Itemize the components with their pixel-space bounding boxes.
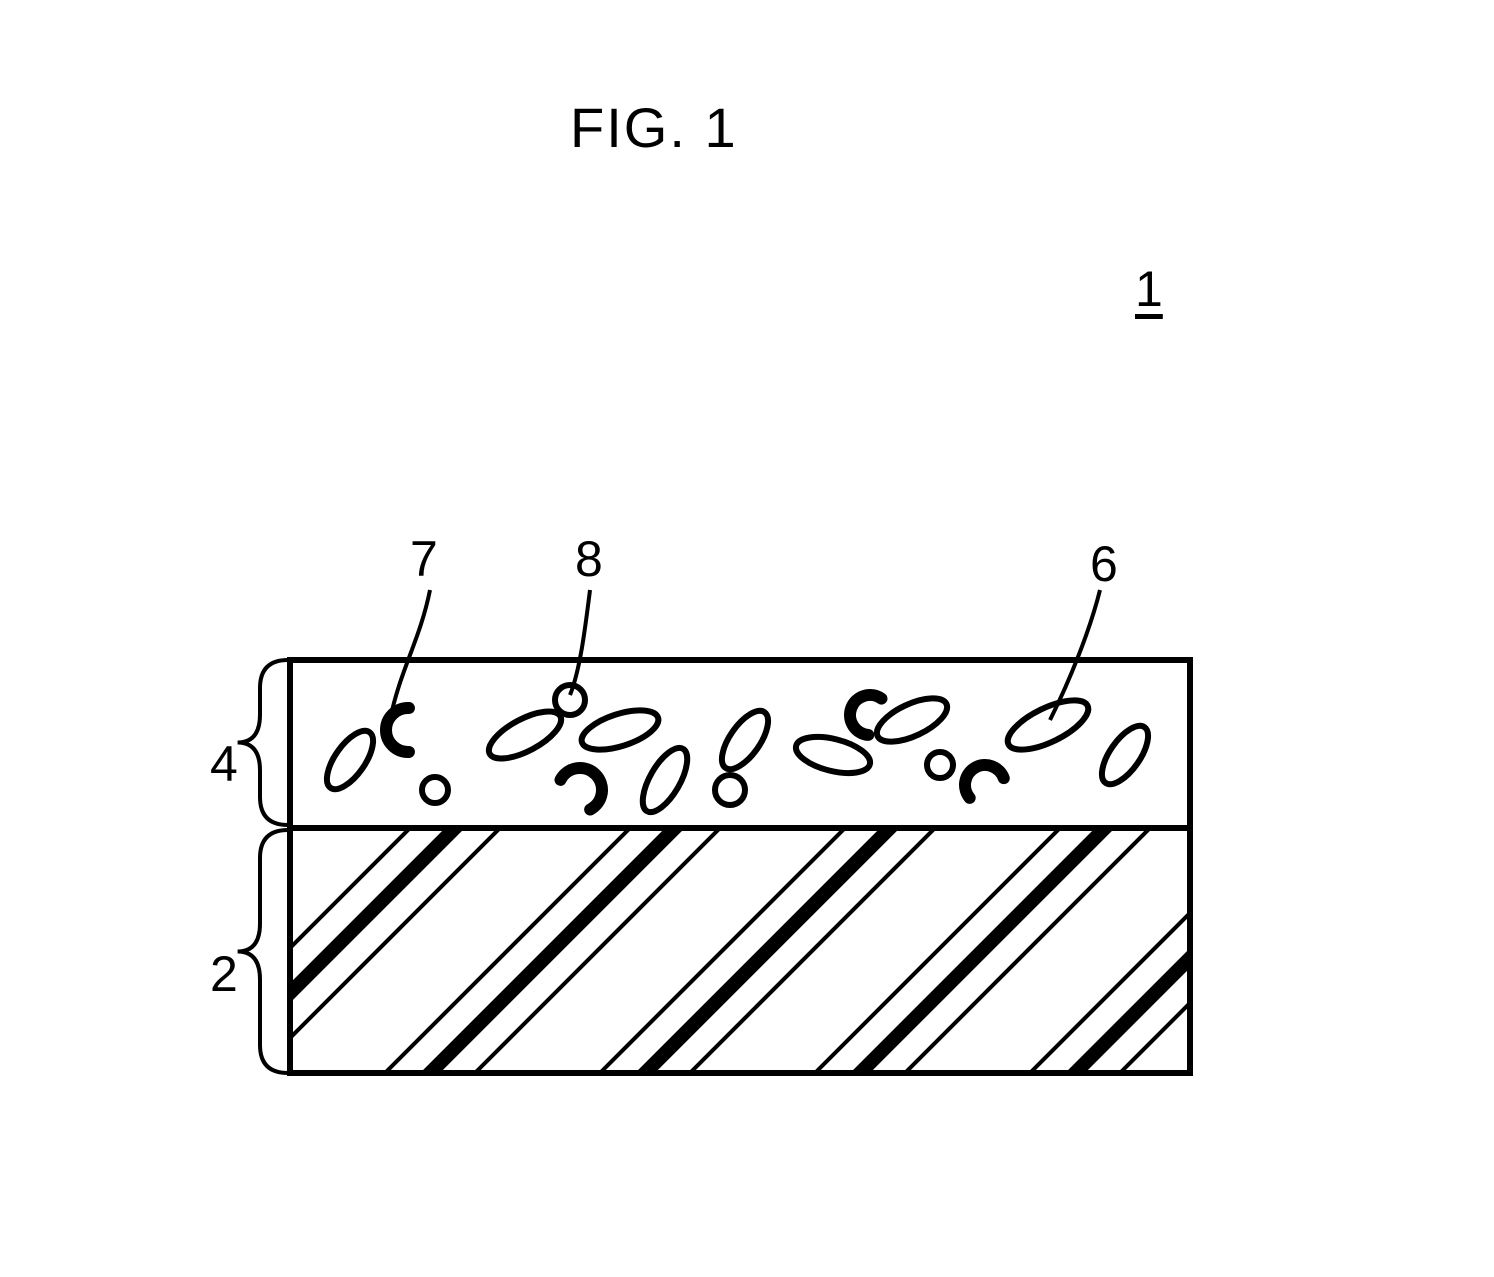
figure-drawing [0,0,1494,1277]
layer-2-substrate [125,788,1494,1113]
layer-4-coating [290,660,1190,828]
layer-brackets [238,660,288,1073]
